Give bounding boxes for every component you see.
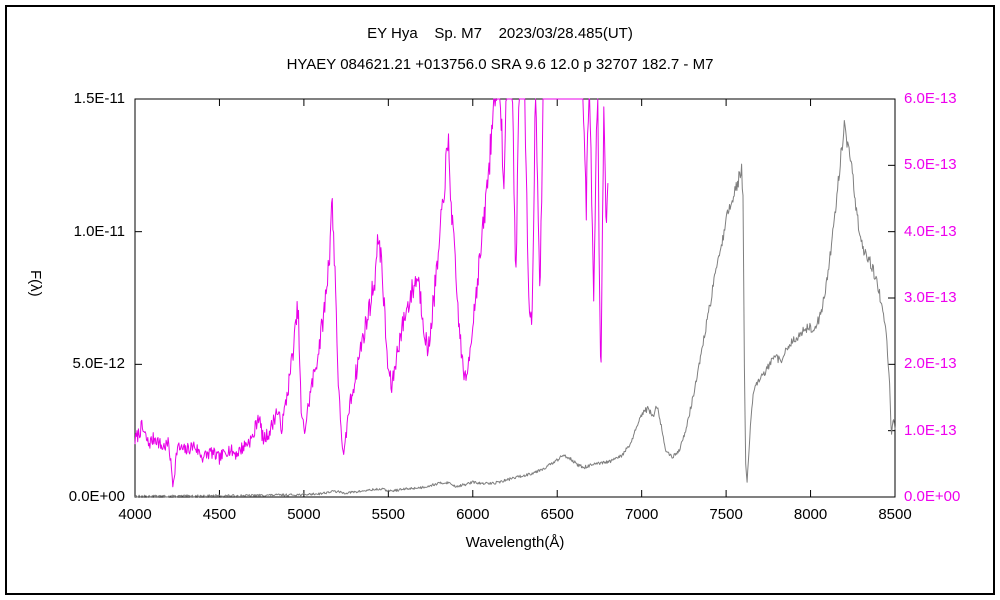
x-tick-label: 8000 bbox=[793, 506, 828, 523]
x-tick-label: 7000 bbox=[624, 506, 659, 523]
x-tick-label: 6500 bbox=[540, 506, 574, 523]
series-magenta-line bbox=[134, 98, 609, 488]
x-tick-label: 5500 bbox=[371, 506, 406, 523]
y-left-tick-label: 1.0E-11 bbox=[73, 222, 125, 240]
x-tick-label: 4500 bbox=[202, 506, 237, 523]
y-axis-label: F(λ) bbox=[27, 270, 44, 297]
x-tick-label: 5000 bbox=[287, 506, 321, 523]
y-right-tick-label: 5.0E-13 bbox=[904, 156, 957, 174]
y-right-tick-label: 3.0E-13 bbox=[904, 289, 957, 306]
x-tick-label: 4000 bbox=[118, 506, 152, 523]
y-left-tick-label: 1.5E-11 bbox=[73, 90, 125, 107]
y-right-tick-label: 4.0E-13 bbox=[904, 222, 957, 240]
y-right-tick-label: 0.0E+00 bbox=[904, 488, 961, 505]
y-right-tick-label: 2.0E-13 bbox=[904, 355, 957, 373]
plot-frame bbox=[134, 98, 896, 498]
x-tick-label: 8500 bbox=[878, 506, 912, 523]
y-right-tick-label: 6.0E-13 bbox=[904, 90, 957, 107]
chart-title-line2: HYAEY 084621.21 +013756.0 SRA 9.6 12.0 p… bbox=[286, 56, 714, 73]
x-tick-label: 6000 bbox=[456, 506, 490, 523]
x-tick-label: 7500 bbox=[709, 506, 743, 523]
chart-title-line1: EY Hya Sp. M7 2023/03/28.485(UT) bbox=[367, 25, 633, 42]
series-gray-line bbox=[134, 120, 896, 498]
y-left-tick-label: 5.0E-12 bbox=[72, 355, 125, 373]
x-axis-label: Wavelength(Å) bbox=[465, 534, 565, 551]
y-right-tick-label: 1.0E-13 bbox=[904, 421, 957, 439]
y-left-tick-label: 0.0E+00 bbox=[68, 488, 125, 505]
